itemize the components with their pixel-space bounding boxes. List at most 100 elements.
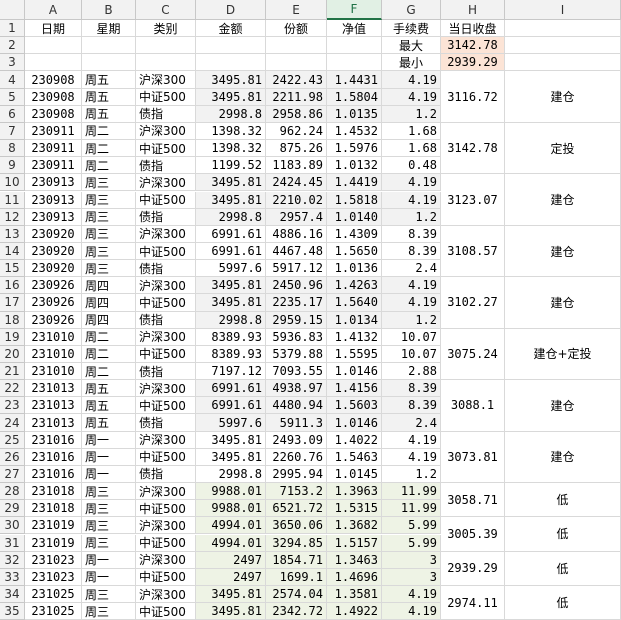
share-cell[interactable]: 4886.16 bbox=[266, 225, 327, 243]
nav-cell[interactable]: 1.0134 bbox=[327, 311, 382, 329]
row-header[interactable]: 30 bbox=[0, 517, 25, 535]
action-merged-cell[interactable]: 低 bbox=[505, 517, 621, 552]
amount-cell[interactable]: 3495.81 bbox=[196, 431, 266, 449]
close-price-merged-cell[interactable]: 3123.07 bbox=[441, 174, 505, 226]
amount-cell[interactable]: 1398.32 bbox=[196, 140, 266, 158]
share-cell[interactable]: 3650.06 bbox=[266, 517, 327, 535]
amount-cell[interactable]: 6991.61 bbox=[196, 380, 266, 398]
amount-cell[interactable]: 3495.81 bbox=[196, 71, 266, 89]
column-header-b[interactable]: B bbox=[82, 0, 136, 20]
weekday-cell[interactable]: 周二 bbox=[82, 122, 136, 141]
cell[interactable] bbox=[82, 37, 136, 55]
category-cell[interactable]: 沪深300 bbox=[136, 380, 196, 398]
fee-cell[interactable]: 1.2 bbox=[382, 208, 441, 226]
date-cell[interactable]: 231016 bbox=[25, 448, 82, 466]
row-header[interactable]: 27 bbox=[0, 465, 25, 484]
row-header[interactable]: 7 bbox=[0, 122, 25, 141]
weekday-cell[interactable]: 周一 bbox=[82, 465, 136, 484]
close-price-merged-cell[interactable]: 2939.29 bbox=[441, 551, 505, 586]
share-cell[interactable]: 6521.72 bbox=[266, 500, 327, 518]
share-cell[interactable]: 5936.83 bbox=[266, 328, 327, 346]
fee-cell[interactable]: 11.99 bbox=[382, 500, 441, 518]
row-header[interactable]: 9 bbox=[0, 157, 25, 175]
fee-cell[interactable]: 8.39 bbox=[382, 242, 441, 261]
weekday-cell[interactable]: 周五 bbox=[82, 105, 136, 123]
weekday-cell[interactable]: 周一 bbox=[82, 448, 136, 466]
close-price-merged-cell[interactable]: 3116.72 bbox=[441, 71, 505, 123]
share-cell[interactable]: 2424.45 bbox=[266, 174, 327, 192]
header-cell-g[interactable]: 手续费 bbox=[382, 20, 441, 38]
row-header[interactable]: 31 bbox=[0, 534, 25, 552]
fee-cell[interactable]: 1.2 bbox=[382, 311, 441, 329]
nav-cell[interactable]: 1.3963 bbox=[327, 483, 382, 501]
category-cell[interactable]: 沪深300 bbox=[136, 174, 196, 192]
column-header-i[interactable]: I bbox=[505, 0, 621, 20]
weekday-cell[interactable]: 周五 bbox=[82, 414, 136, 432]
fee-cell[interactable]: 8.39 bbox=[382, 225, 441, 243]
header-cell-i[interactable] bbox=[505, 20, 621, 38]
select-all-corner[interactable] bbox=[0, 0, 25, 20]
date-cell[interactable]: 231025 bbox=[25, 603, 82, 620]
category-cell[interactable]: 中证500 bbox=[136, 500, 196, 518]
row-header[interactable]: 19 bbox=[0, 328, 25, 346]
weekday-cell[interactable]: 周四 bbox=[82, 311, 136, 329]
amount-cell[interactable]: 6991.61 bbox=[196, 225, 266, 243]
nav-cell[interactable]: 1.5640 bbox=[327, 294, 382, 312]
action-merged-cell[interactable]: 建仓 bbox=[505, 225, 621, 278]
fee-cell[interactable]: 4.19 bbox=[382, 294, 441, 312]
row-header[interactable]: 18 bbox=[0, 311, 25, 329]
amount-cell[interactable]: 4994.01 bbox=[196, 517, 266, 535]
category-cell[interactable]: 中证500 bbox=[136, 88, 196, 106]
weekday-cell[interactable]: 周三 bbox=[82, 534, 136, 552]
row-header[interactable]: 23 bbox=[0, 397, 25, 415]
share-cell[interactable]: 2958.86 bbox=[266, 105, 327, 123]
date-cell[interactable]: 231016 bbox=[25, 431, 82, 449]
row-header[interactable]: 4 bbox=[0, 71, 25, 89]
fee-cell[interactable]: 11.99 bbox=[382, 483, 441, 501]
cell[interactable] bbox=[266, 37, 327, 55]
weekday-cell[interactable]: 周一 bbox=[82, 568, 136, 586]
share-cell[interactable]: 2235.17 bbox=[266, 294, 327, 312]
date-cell[interactable]: 231010 bbox=[25, 363, 82, 381]
action-merged-cell[interactable]: 建仓 bbox=[505, 71, 621, 123]
date-cell[interactable]: 230920 bbox=[25, 260, 82, 278]
header-cell-e[interactable]: 份额 bbox=[266, 20, 327, 38]
fee-cell[interactable]: 2.4 bbox=[382, 260, 441, 278]
cell[interactable] bbox=[196, 37, 266, 55]
fee-cell[interactable]: 1.68 bbox=[382, 122, 441, 141]
fee-cell[interactable]: 4.19 bbox=[382, 174, 441, 192]
close-price-merged-cell[interactable]: 2974.11 bbox=[441, 585, 505, 620]
weekday-cell[interactable]: 周五 bbox=[82, 88, 136, 106]
row-header[interactable]: 13 bbox=[0, 225, 25, 243]
category-cell[interactable]: 沪深300 bbox=[136, 71, 196, 89]
action-merged-cell[interactable]: 低 bbox=[505, 483, 621, 518]
category-cell[interactable]: 中证500 bbox=[136, 140, 196, 158]
date-cell[interactable]: 231016 bbox=[25, 465, 82, 484]
action-merged-cell[interactable]: 建仓 bbox=[505, 277, 621, 329]
date-cell[interactable]: 230911 bbox=[25, 140, 82, 158]
nav-cell[interactable]: 1.0145 bbox=[327, 465, 382, 484]
category-cell[interactable]: 中证500 bbox=[136, 345, 196, 363]
share-cell[interactable]: 5911.3 bbox=[266, 414, 327, 432]
close-price-merged-cell[interactable]: 3088.1 bbox=[441, 380, 505, 432]
cell[interactable] bbox=[82, 54, 136, 72]
category-cell[interactable]: 中证500 bbox=[136, 294, 196, 312]
column-header-d[interactable]: D bbox=[196, 0, 266, 20]
date-cell[interactable]: 230911 bbox=[25, 157, 82, 175]
weekday-cell[interactable]: 周五 bbox=[82, 380, 136, 398]
nav-cell[interactable]: 1.0135 bbox=[327, 105, 382, 123]
share-cell[interactable]: 1699.1 bbox=[266, 568, 327, 586]
share-cell[interactable]: 875.26 bbox=[266, 140, 327, 158]
date-cell[interactable]: 230913 bbox=[25, 208, 82, 226]
category-cell[interactable]: 沪深300 bbox=[136, 122, 196, 141]
share-cell[interactable]: 2450.96 bbox=[266, 277, 327, 295]
weekday-cell[interactable]: 周二 bbox=[82, 140, 136, 158]
fee-cell[interactable]: 4.19 bbox=[382, 431, 441, 449]
share-cell[interactable]: 3294.85 bbox=[266, 534, 327, 552]
fee-cell[interactable]: 1.2 bbox=[382, 465, 441, 484]
amount-cell[interactable]: 3495.81 bbox=[196, 88, 266, 106]
row-header[interactable]: 26 bbox=[0, 448, 25, 466]
amount-cell[interactable]: 2497 bbox=[196, 551, 266, 569]
weekday-cell[interactable]: 周二 bbox=[82, 363, 136, 381]
nav-cell[interactable]: 1.4156 bbox=[327, 380, 382, 398]
